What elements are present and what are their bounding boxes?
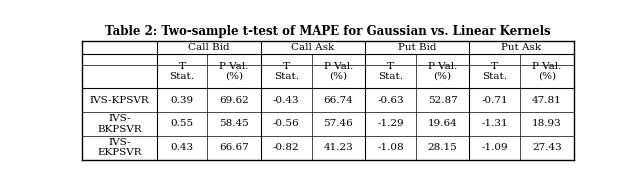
Text: -0.56: -0.56 bbox=[273, 119, 300, 129]
Text: 19.64: 19.64 bbox=[428, 119, 458, 129]
Text: -1.29: -1.29 bbox=[377, 119, 404, 129]
Text: P Val.
(%): P Val. (%) bbox=[428, 62, 457, 81]
Text: T
Stat.: T Stat. bbox=[378, 62, 403, 81]
Text: Table 2: Two-sample t-test of MAPE for Gaussian vs. Linear Kernels: Table 2: Two-sample t-test of MAPE for G… bbox=[105, 25, 551, 38]
Text: T
Stat.: T Stat. bbox=[274, 62, 299, 81]
Text: -0.63: -0.63 bbox=[377, 96, 404, 105]
Text: 0.39: 0.39 bbox=[170, 96, 193, 105]
Text: 69.62: 69.62 bbox=[219, 96, 249, 105]
Text: 66.67: 66.67 bbox=[219, 143, 249, 152]
Text: Put Bid: Put Bid bbox=[398, 43, 436, 52]
Text: Put Ask: Put Ask bbox=[501, 43, 541, 52]
Text: T
Stat.: T Stat. bbox=[170, 62, 195, 81]
Text: 58.45: 58.45 bbox=[219, 119, 249, 129]
Text: P Val.
(%): P Val. (%) bbox=[532, 62, 561, 81]
Text: 66.74: 66.74 bbox=[323, 96, 353, 105]
Text: 0.43: 0.43 bbox=[170, 143, 193, 152]
Text: 41.23: 41.23 bbox=[323, 143, 353, 152]
Text: Call Bid: Call Bid bbox=[188, 43, 230, 52]
Text: T
Stat.: T Stat. bbox=[482, 62, 507, 81]
Text: 0.55: 0.55 bbox=[170, 119, 193, 129]
Text: 28.15: 28.15 bbox=[428, 143, 458, 152]
Text: 52.87: 52.87 bbox=[428, 96, 458, 105]
Text: 47.81: 47.81 bbox=[532, 96, 562, 105]
Text: -1.08: -1.08 bbox=[377, 143, 404, 152]
Text: -0.82: -0.82 bbox=[273, 143, 300, 152]
Text: IVS-KPSVR: IVS-KPSVR bbox=[90, 96, 149, 105]
Text: 18.93: 18.93 bbox=[532, 119, 562, 129]
Text: P Val.
(%): P Val. (%) bbox=[220, 62, 249, 81]
Text: P Val.
(%): P Val. (%) bbox=[324, 62, 353, 81]
Text: -1.09: -1.09 bbox=[481, 143, 508, 152]
Text: IVS-
BKPSVR: IVS- BKPSVR bbox=[97, 114, 142, 134]
Text: IVS-
EKPSVR: IVS- EKPSVR bbox=[97, 138, 142, 157]
Text: Call Ask: Call Ask bbox=[291, 43, 335, 52]
Text: -1.31: -1.31 bbox=[481, 119, 508, 129]
Text: -0.43: -0.43 bbox=[273, 96, 300, 105]
Text: 27.43: 27.43 bbox=[532, 143, 562, 152]
Text: -0.71: -0.71 bbox=[481, 96, 508, 105]
Text: 57.46: 57.46 bbox=[323, 119, 353, 129]
